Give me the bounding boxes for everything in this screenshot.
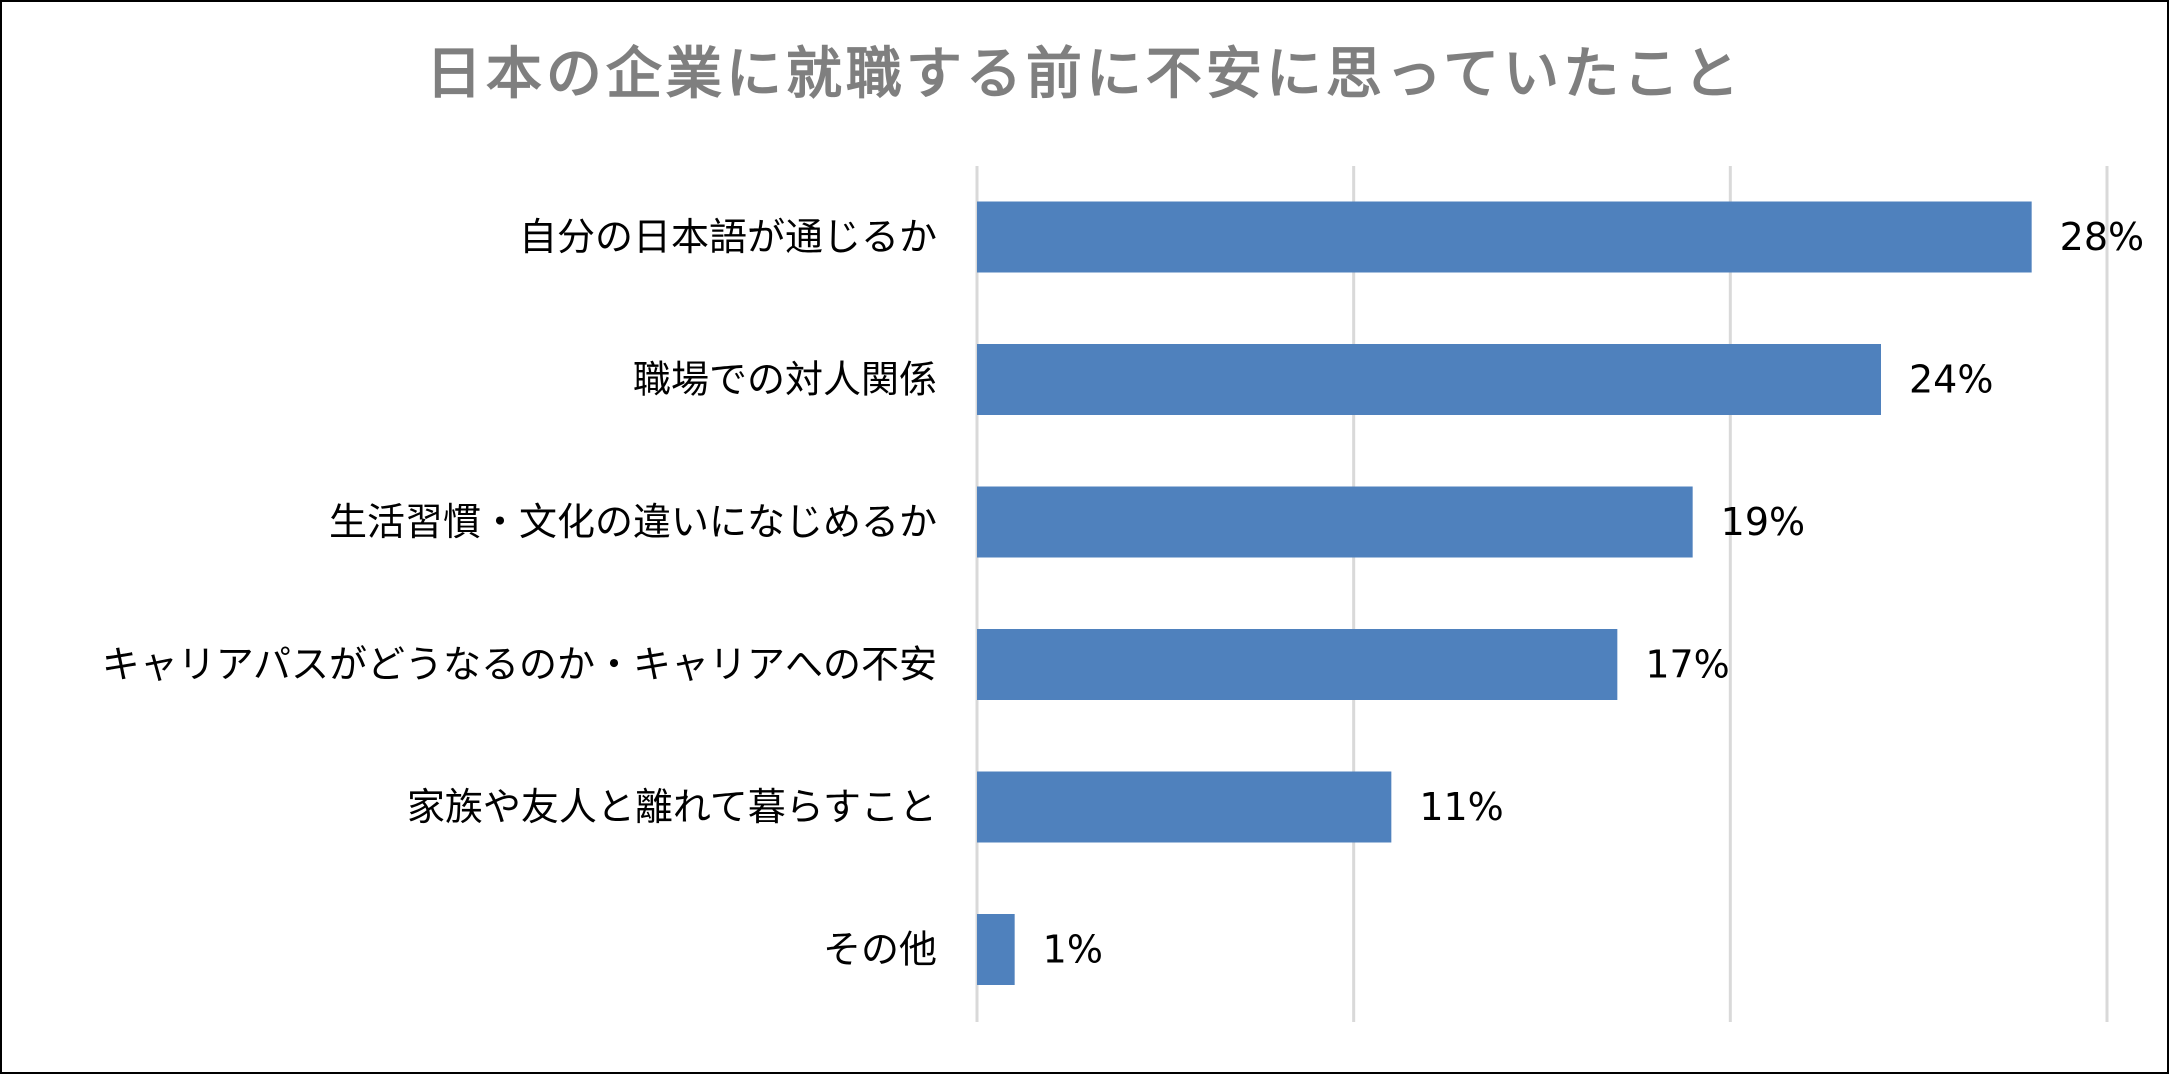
data-label-0: 28% — [2060, 215, 2144, 259]
category-label-4: 家族や友人と離れて暮らすこと — [407, 785, 937, 829]
category-label-0: 自分の日本語が通じるか — [519, 215, 937, 259]
bar-4 — [977, 771, 1392, 843]
category-label-5: その他 — [823, 928, 937, 972]
bar-5 — [977, 914, 1015, 985]
category-label-1: 職場での対人関係 — [633, 358, 937, 402]
data-label-3: 17% — [1645, 643, 1729, 687]
bar-1 — [977, 344, 1881, 415]
bar-0 — [977, 201, 2032, 273]
category-label-3: キャリアパスがどうなるのか・キャリアへの不安 — [102, 643, 937, 687]
category-label-2: 生活習慣・文化の違いになじめるか — [329, 500, 937, 544]
data-label-5: 1% — [1043, 928, 1103, 972]
data-label-4: 11% — [1419, 785, 1503, 829]
chart-title: 日本の企業に就職する前に不安に思っていたこと — [425, 42, 1744, 107]
data-label-2: 19% — [1721, 500, 1805, 544]
data-label-1: 24% — [1909, 358, 1993, 402]
bar-3 — [977, 629, 1618, 700]
bar-2 — [977, 486, 1693, 558]
